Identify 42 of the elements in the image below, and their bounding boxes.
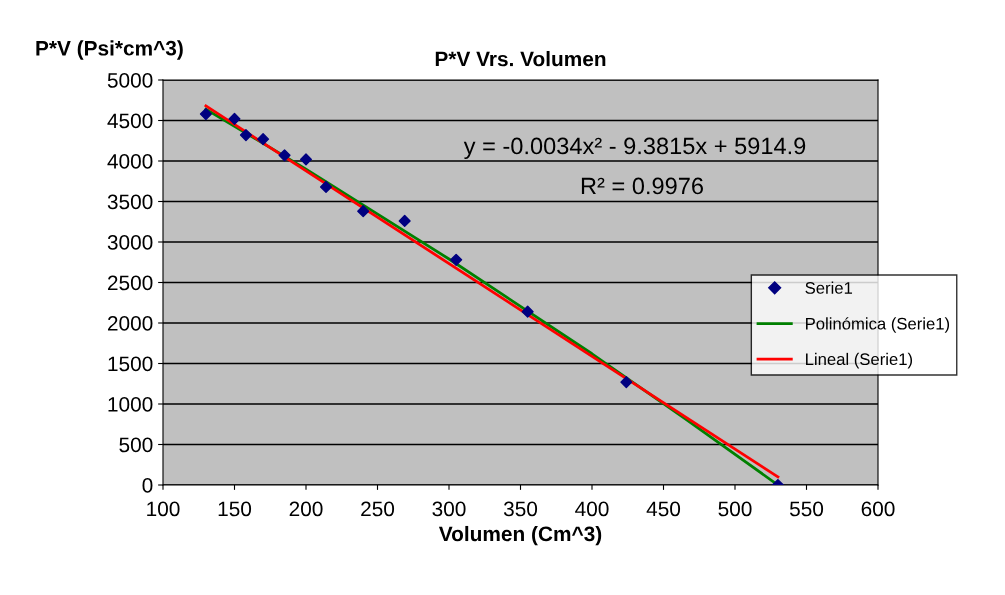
x-tick-label: 150	[218, 501, 252, 517]
point	[257, 133, 270, 146]
point	[521, 305, 534, 318]
x-tick-label: 100	[147, 501, 180, 517]
x-tick-label: 400	[575, 501, 609, 517]
y-tick-label: 2000	[107, 316, 153, 331]
point	[450, 253, 463, 266]
y-axis-title: P*V (Psi*cm^3)	[36, 40, 183, 60]
chart-title: P*V Vrs. Volumen	[435, 51, 606, 67]
legend-label: Lineal (Serie1)	[806, 352, 913, 369]
x-tick-label: 250	[361, 501, 395, 517]
y-tick-label: 4500	[107, 113, 153, 129]
legend-label: Serie1	[805, 281, 853, 294]
x-tick-label: 350	[503, 501, 538, 517]
point	[228, 112, 241, 125]
x-tick-label: 300	[432, 501, 466, 517]
annotation: R² = 0.9976	[581, 177, 703, 195]
x-axis-title: Volumen (Cm^3)	[438, 525, 602, 546]
y-tick-label: 500	[119, 437, 153, 453]
x-tick-label: 600	[861, 501, 895, 517]
point	[199, 107, 212, 121]
y-tick-label: 1500	[108, 356, 153, 372]
x-tick-label: 550	[789, 501, 824, 517]
point	[620, 376, 633, 389]
point	[319, 180, 333, 193]
y-tick-label: 3000	[107, 235, 153, 250]
point	[398, 214, 411, 228]
y-tick-label: 3500	[107, 194, 153, 210]
y-tick-label: 2500	[107, 275, 153, 291]
y-tick-label: 1000	[108, 397, 153, 412]
x-tick-label: 200	[289, 501, 323, 517]
y-tick-label: 5000	[107, 73, 153, 88]
x-tick-label: 500	[718, 501, 752, 517]
legend-label: Polinómica (Serie1)	[806, 317, 950, 333]
annotation: y = -0.0034x² - 9.3815x + 5914.9	[463, 137, 806, 160]
y-tick-label: 0	[142, 478, 153, 493]
x-tick-label: 450	[646, 501, 681, 517]
point	[299, 153, 313, 166]
point	[357, 205, 370, 218]
point	[239, 129, 253, 142]
y-tick-label: 4000	[107, 154, 153, 169]
point	[278, 149, 291, 162]
